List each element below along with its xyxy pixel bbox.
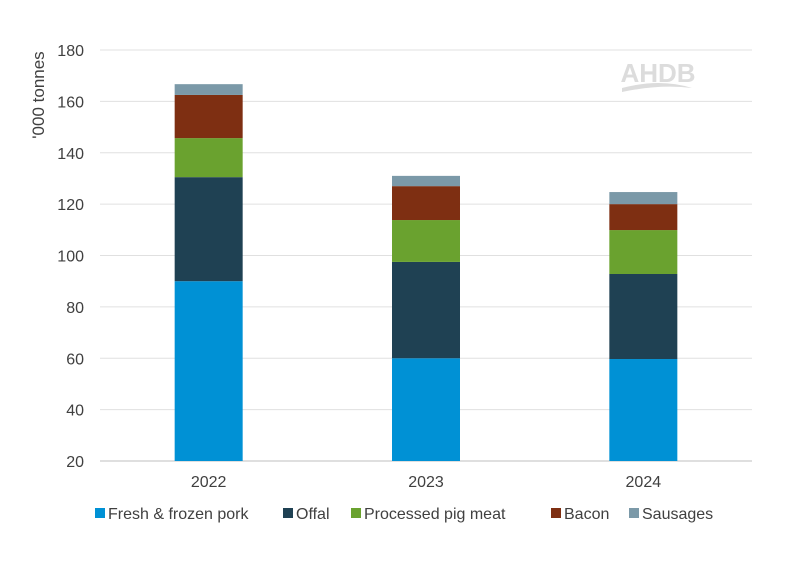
x-tick-label: 2023 <box>408 474 444 491</box>
legend-label: Bacon <box>564 506 609 523</box>
bar-segment <box>174 177 243 282</box>
bar-segment <box>609 359 678 461</box>
bar-segment <box>609 273 678 360</box>
bar-segment <box>392 261 460 359</box>
x-tick-label: 2024 <box>626 474 662 491</box>
y-tick-label: 40 <box>66 403 84 420</box>
bar-segment <box>174 281 243 461</box>
bar-segment <box>174 94 243 139</box>
bar-segment <box>609 192 678 205</box>
bar-segment <box>392 175 460 187</box>
legend-swatch <box>95 508 105 518</box>
y-tick-label: 140 <box>57 146 84 163</box>
x-tick-label: 2022 <box>191 474 227 491</box>
legend-swatch <box>351 508 361 518</box>
bar-segment <box>174 138 243 178</box>
y-tick-label: 100 <box>57 249 84 266</box>
svg-text:AHDB: AHDB <box>620 58 695 88</box>
bar-segment <box>609 204 678 231</box>
y-tick-label: 80 <box>66 300 84 317</box>
ahdb-logo: AHDB <box>620 58 696 92</box>
legend-label: Fresh & frozen pork <box>108 506 250 523</box>
y-tick-label: 120 <box>57 197 84 214</box>
bar-segment <box>609 230 678 274</box>
y-tick-label: 60 <box>66 351 84 368</box>
legend-label: Sausages <box>642 506 713 523</box>
legend-swatch <box>283 508 293 518</box>
y-tick-label: 160 <box>57 94 84 111</box>
bar-segment <box>392 358 460 461</box>
bar-segment <box>392 220 460 262</box>
y-tick-label: 180 <box>57 43 84 60</box>
legend-label: Offal <box>296 506 330 523</box>
y-axis-label: '000 tonnes <box>29 51 48 138</box>
bar-segment <box>174 84 243 95</box>
bar-segment <box>392 186 460 221</box>
legend-swatch <box>629 508 639 518</box>
legend-label: Processed pig meat <box>364 506 506 523</box>
y-tick-label: 20 <box>66 454 84 471</box>
legend-swatch <box>551 508 561 518</box>
